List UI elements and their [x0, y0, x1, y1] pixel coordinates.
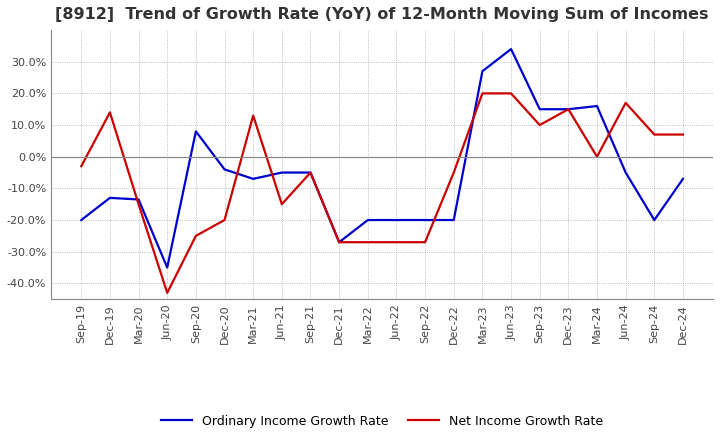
Net Income Growth Rate [507, 91, 516, 96]
Legend: Ordinary Income Growth Rate, Net Income Growth Rate: Ordinary Income Growth Rate, Net Income … [156, 410, 608, 433]
Ordinary Income Growth Rate [593, 103, 601, 109]
Net Income Growth Rate [364, 239, 372, 245]
Net Income Growth Rate [593, 154, 601, 159]
Ordinary Income Growth Rate [249, 176, 258, 182]
Net Income Growth Rate [564, 106, 572, 112]
Ordinary Income Growth Rate [335, 239, 343, 245]
Ordinary Income Growth Rate [650, 217, 659, 223]
Ordinary Income Growth Rate [106, 195, 114, 201]
Net Income Growth Rate [392, 239, 401, 245]
Net Income Growth Rate [449, 170, 458, 175]
Net Income Growth Rate [134, 202, 143, 207]
Ordinary Income Growth Rate [77, 217, 86, 223]
Ordinary Income Growth Rate [392, 217, 401, 223]
Ordinary Income Growth Rate [507, 46, 516, 51]
Ordinary Income Growth Rate [220, 167, 229, 172]
Net Income Growth Rate [335, 239, 343, 245]
Ordinary Income Growth Rate [420, 217, 429, 223]
Line: Ordinary Income Growth Rate: Ordinary Income Growth Rate [81, 49, 683, 268]
Ordinary Income Growth Rate [449, 217, 458, 223]
Ordinary Income Growth Rate [564, 106, 572, 112]
Net Income Growth Rate [220, 217, 229, 223]
Ordinary Income Growth Rate [621, 170, 630, 175]
Net Income Growth Rate [679, 132, 688, 137]
Net Income Growth Rate [650, 132, 659, 137]
Net Income Growth Rate [192, 233, 200, 238]
Net Income Growth Rate [277, 202, 286, 207]
Net Income Growth Rate [420, 239, 429, 245]
Title: [8912]  Trend of Growth Rate (YoY) of 12-Month Moving Sum of Incomes: [8912] Trend of Growth Rate (YoY) of 12-… [55, 7, 709, 22]
Line: Net Income Growth Rate: Net Income Growth Rate [81, 93, 683, 293]
Net Income Growth Rate [621, 100, 630, 106]
Ordinary Income Growth Rate [364, 217, 372, 223]
Ordinary Income Growth Rate [163, 265, 171, 270]
Net Income Growth Rate [249, 113, 258, 118]
Ordinary Income Growth Rate [679, 176, 688, 182]
Net Income Growth Rate [77, 164, 86, 169]
Net Income Growth Rate [478, 91, 487, 96]
Ordinary Income Growth Rate [277, 170, 286, 175]
Net Income Growth Rate [536, 122, 544, 128]
Ordinary Income Growth Rate [306, 170, 315, 175]
Ordinary Income Growth Rate [192, 129, 200, 134]
Net Income Growth Rate [163, 290, 171, 296]
Ordinary Income Growth Rate [478, 69, 487, 74]
Ordinary Income Growth Rate [134, 197, 143, 202]
Ordinary Income Growth Rate [536, 106, 544, 112]
Net Income Growth Rate [106, 110, 114, 115]
Net Income Growth Rate [306, 170, 315, 175]
